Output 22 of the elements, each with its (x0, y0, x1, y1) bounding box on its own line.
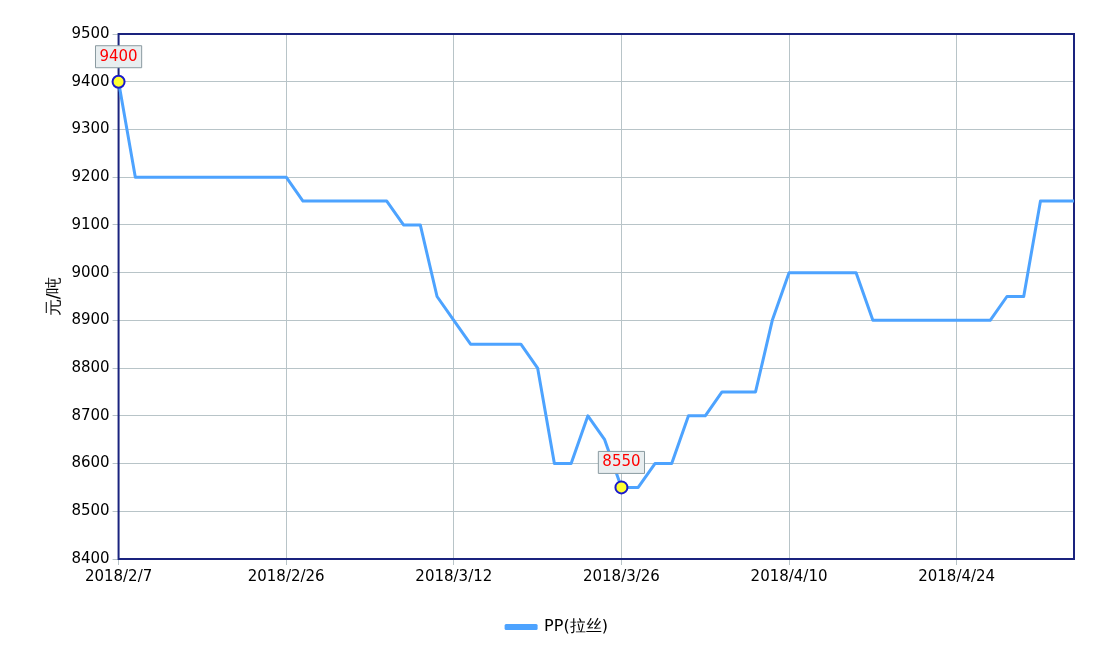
y-tick-label: 8800 (71, 357, 110, 376)
x-tick-label: 2018/2/7 (84, 566, 153, 585)
x-tick-label: 2018/4/10 (750, 566, 828, 585)
y-tick-label: 8500 (71, 501, 110, 520)
y-tick-label: 9000 (71, 262, 110, 281)
y-tick-label: 8700 (71, 405, 110, 424)
y-tick-label: 8600 (71, 453, 110, 472)
y-tick-label: 9200 (71, 167, 110, 186)
x-tick-label: 2018/3/26 (582, 566, 660, 585)
y-axis-title: 元/吨 (42, 276, 63, 317)
x-tick-label: 2018/3/12 (415, 566, 493, 585)
legend-label: PP(拉丝) (544, 616, 608, 636)
y-tick-label: 9100 (71, 214, 110, 233)
y-tick-label: 9400 (71, 71, 110, 90)
data-label: 9400 (99, 46, 138, 65)
y-tick-label: 9300 (71, 119, 110, 138)
y-tick-label: 9500 (71, 23, 110, 42)
y-tick-label: 8900 (71, 310, 110, 329)
x-tick-label: 2018/4/24 (918, 566, 996, 585)
data-label: 8550 (602, 452, 641, 471)
y-tick-label: 8400 (71, 548, 110, 567)
x-tick-label: 2018/2/26 (247, 566, 325, 585)
